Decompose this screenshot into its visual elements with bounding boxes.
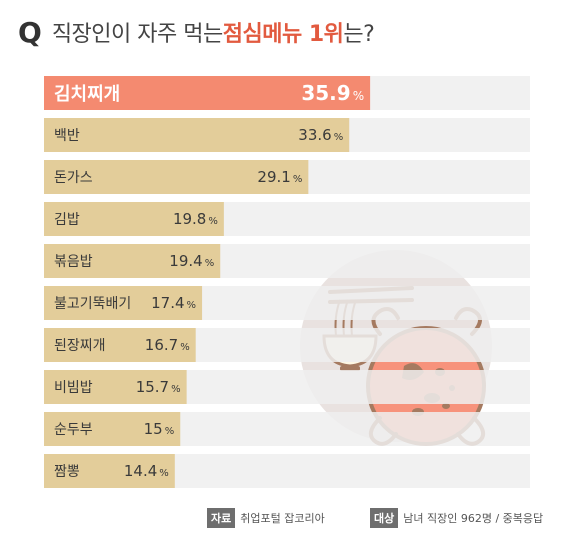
category-label: 불고기뚝배기	[54, 296, 131, 312]
value-label: 17.4%	[151, 294, 196, 312]
category-label: 짬뽕	[54, 464, 80, 480]
value-label: 33.6%	[298, 126, 343, 144]
bar	[44, 76, 371, 110]
value-label: 19.8%	[173, 210, 218, 228]
value-label: 16.7%	[145, 336, 190, 354]
chart-title: Q 직장인이 자주 먹는 점심메뉴 1위 는?	[18, 14, 375, 50]
bar	[44, 118, 350, 152]
category-label: 김밥	[54, 212, 80, 228]
value-label: 15%	[144, 420, 175, 438]
category-label: 김치찌개	[54, 84, 120, 105]
question-mark: Q	[18, 15, 42, 49]
value-label: 35.9%	[301, 81, 364, 105]
category-label: 백반	[54, 128, 80, 144]
value-label: 14.4%	[124, 462, 169, 480]
category-label: 비빔밥	[54, 380, 93, 396]
value-label: 19.4%	[169, 252, 214, 270]
target-tag: 대상	[370, 508, 399, 528]
title-highlight: 점심메뉴 1위	[222, 22, 344, 47]
source-text: 취업포털 잡코리아	[240, 512, 325, 525]
bar	[44, 202, 224, 236]
title-text: 직장인이 자주 먹는	[51, 22, 223, 47]
bar	[44, 412, 181, 446]
category-label: 볶음밥	[54, 254, 93, 270]
bar	[44, 328, 196, 362]
category-label: 된장찌개	[54, 338, 106, 354]
bar	[44, 286, 203, 320]
bar	[44, 454, 175, 488]
value-label: 15.7%	[136, 378, 181, 396]
source-note: 자료 취업포털 잡코리아	[207, 508, 325, 528]
value-label: 29.1%	[257, 168, 302, 186]
bar	[44, 370, 187, 404]
title-suffix: 는?	[343, 22, 375, 47]
bar	[44, 244, 221, 278]
target-text: 남녀 직장인 962명 / 중복응답	[403, 512, 544, 525]
category-label: 순두부	[54, 422, 93, 438]
bar	[44, 160, 309, 194]
source-tag: 자료	[207, 508, 236, 528]
category-label: 돈가스	[54, 170, 93, 186]
target-note: 대상 남녀 직장인 962명 / 중복응답	[370, 508, 543, 528]
